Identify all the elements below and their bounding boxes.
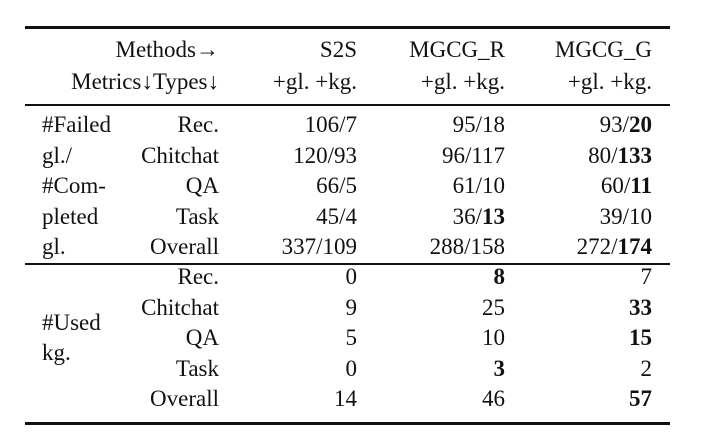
top-rule [25, 26, 670, 29]
type-cell: Rec. [177, 264, 219, 289]
type-cell: Chitchat [141, 142, 219, 168]
text: 272/ [576, 234, 618, 259]
value-cell: 8 [494, 263, 506, 291]
value-cell: 57 [629, 385, 652, 413]
bold-text: 3 [493, 355, 506, 381]
header-cell: Metrics↓Types↓ [71, 69, 219, 94]
value-cell: 0 [345, 355, 358, 381]
value-cell: 46 [482, 386, 505, 411]
text: 36/ [452, 203, 482, 229]
value-cell: 60/11 [601, 172, 652, 200]
value-cell: 0 [345, 264, 358, 289]
value-cell: 3 [494, 355, 506, 383]
value-cell: 33 [629, 294, 652, 322]
header-cell: +gl. +kg. [272, 69, 357, 94]
type-cell: QA [185, 325, 219, 350]
bold-text: 11 [630, 173, 652, 198]
header-cell: Methods→ [115, 37, 220, 62]
value-cell: 272/174 [577, 233, 652, 261]
value-cell: 66/5 [316, 173, 357, 198]
bottom-rule [25, 422, 670, 425]
group-label: gl. [42, 234, 66, 259]
group-label: #Failed [42, 112, 111, 137]
group-label: #Com- [42, 173, 106, 198]
value-cell: 7 [640, 264, 653, 289]
bold-text: 13 [482, 203, 505, 229]
type-cell: QA [185, 173, 219, 198]
type-cell: Chitchat [141, 294, 219, 320]
value-cell: 36/13 [453, 203, 505, 231]
bold-text: 57 [629, 386, 652, 411]
value-cell: 45/4 [316, 203, 357, 229]
value-cell: 120/93 [293, 142, 357, 168]
value-cell: 61/10 [452, 173, 505, 198]
value-cell: 2 [640, 355, 653, 381]
header-cell: MGCG_G [554, 37, 652, 62]
type-cell: Overall [150, 234, 219, 259]
header-cell: +gl. +kg. [567, 69, 652, 94]
group-label: gl./ [42, 142, 73, 168]
value-cell: 14 [334, 386, 357, 411]
header-rule [25, 104, 670, 106]
value-cell: 337/109 [281, 234, 357, 259]
value-cell: 25 [482, 294, 505, 320]
value-cell: 39/10 [599, 203, 652, 229]
header-cell: S2S [319, 37, 357, 62]
type-cell: Task [175, 355, 219, 381]
value-cell: 93/20 [600, 111, 652, 139]
value-cell: 96/117 [441, 142, 505, 168]
group-label: #Used [42, 310, 101, 335]
group-rule [25, 263, 670, 265]
bold-text: 15 [629, 325, 652, 350]
bold-text: 174 [617, 234, 653, 259]
value-cell: 80/133 [588, 142, 652, 170]
text: 80/ [588, 142, 618, 168]
value-cell: 288/158 [429, 234, 505, 259]
value-cell: 106/7 [304, 112, 357, 137]
value-cell: 5 [345, 325, 358, 350]
group-label: kg. [42, 340, 71, 365]
bold-text: 33 [629, 294, 652, 320]
value-cell: 15 [629, 324, 652, 352]
text: 60/ [600, 173, 631, 198]
bold-text: 20 [629, 112, 652, 137]
value-cell: 10 [482, 325, 505, 350]
type-cell: Task [175, 203, 219, 229]
header-cell: +gl. +kg. [420, 69, 505, 94]
header-cell: MGCG_R [409, 37, 505, 62]
value-cell: 9 [345, 294, 358, 320]
value-cell: 95/18 [452, 112, 505, 137]
group-label: pleted [42, 203, 99, 229]
type-cell: Overall [150, 386, 219, 411]
bold-text: 133 [617, 142, 653, 168]
type-cell: Rec. [177, 112, 219, 137]
bold-text: 8 [493, 264, 506, 289]
text: 93/ [599, 112, 629, 137]
